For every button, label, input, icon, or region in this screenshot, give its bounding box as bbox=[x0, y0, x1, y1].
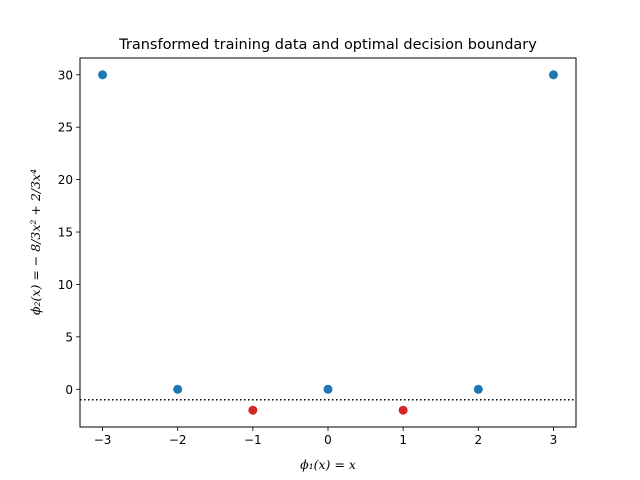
scatter-point bbox=[398, 405, 408, 415]
y-tick-label: 0 bbox=[65, 383, 73, 397]
x-axis-ticks: −3 −2 −1 0 1 2 3 bbox=[94, 427, 558, 447]
scatter-point bbox=[548, 70, 558, 80]
plot-content bbox=[80, 70, 576, 415]
y-tick-label: 15 bbox=[58, 226, 73, 240]
chart-title: Transformed training data and optimal de… bbox=[118, 37, 537, 53]
x-tick-label: 3 bbox=[550, 433, 558, 447]
scatter-point bbox=[323, 384, 333, 394]
x-tick-label: −1 bbox=[244, 433, 262, 447]
scatter-point bbox=[173, 384, 183, 394]
y-tick-label: 30 bbox=[58, 68, 73, 82]
y-tick-label: 5 bbox=[65, 330, 73, 344]
y-tick-label: 25 bbox=[58, 121, 73, 135]
x-axis-label: ϕ₁(x) = x bbox=[300, 457, 356, 472]
x-tick-label: −2 bbox=[169, 433, 187, 447]
x-tick-label: 0 bbox=[324, 433, 332, 447]
scatter-point bbox=[98, 70, 108, 80]
y-axis-label: ϕ₂(x) = − 8/3x² + 2/3x⁴ bbox=[28, 169, 43, 315]
y-tick-label: 10 bbox=[58, 278, 73, 292]
scatter-point bbox=[473, 384, 483, 394]
x-tick-label: 1 bbox=[399, 433, 407, 447]
y-axis-ticks: 0 5 10 15 20 25 30 bbox=[58, 68, 80, 397]
y-tick-label: 20 bbox=[58, 173, 73, 187]
x-tick-label: −3 bbox=[94, 433, 112, 447]
scatter-point bbox=[248, 405, 258, 415]
x-tick-label: 2 bbox=[474, 433, 482, 447]
